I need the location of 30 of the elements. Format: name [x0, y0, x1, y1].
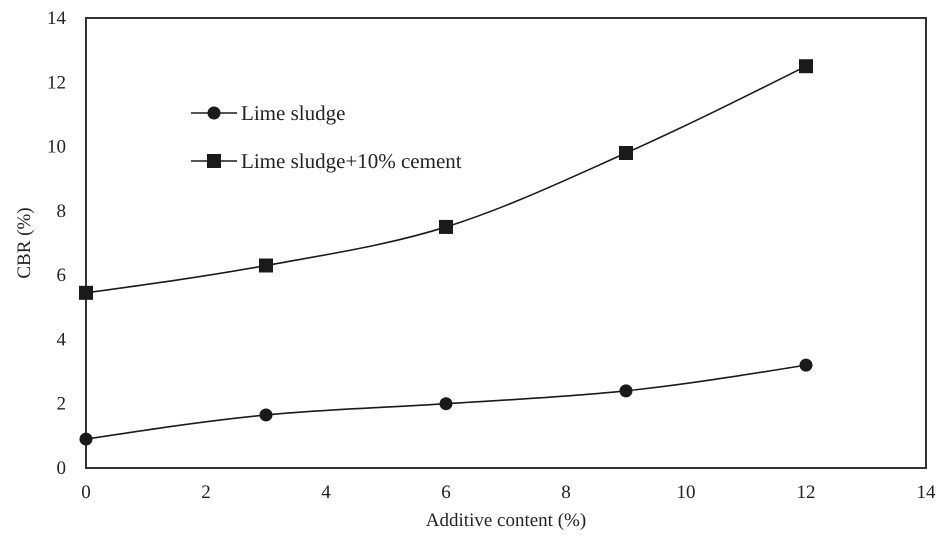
point [619, 146, 633, 160]
point [800, 358, 812, 372]
y-tick-label: 4 [56, 329, 66, 350]
x-tick-label: 2 [201, 482, 211, 503]
point [799, 59, 813, 74]
x-axis-title: Additive content (%) [426, 510, 586, 531]
y-axis-title: CBR (%) [14, 207, 35, 279]
x-tick-label: 10 [676, 482, 696, 503]
y-tick-label: 0 [56, 458, 66, 479]
legend-label: Lime sludge+10% cement [241, 149, 462, 173]
y-tick-label: 6 [56, 265, 66, 286]
point [79, 286, 93, 300]
point [620, 384, 632, 398]
point [440, 397, 452, 410]
x-tick-label: 14 [916, 482, 936, 503]
y-tick-label: 2 [56, 394, 66, 415]
x-tick-label: 12 [796, 482, 816, 503]
point [259, 258, 273, 272]
x-tick-label: 6 [441, 482, 451, 503]
x-tick-label: 8 [561, 482, 571, 503]
x-tick-label: 4 [321, 482, 332, 503]
y-tick-label: 8 [56, 200, 66, 222]
y-tick-label: 12 [47, 72, 66, 94]
y-tick-label: 14 [47, 8, 66, 29]
point [260, 408, 272, 422]
x-tick-label: 0 [81, 482, 91, 503]
y-tick-label: 10 [47, 136, 66, 158]
legend-label: Lime sludge [241, 101, 346, 125]
point [80, 432, 92, 446]
point [439, 220, 453, 234]
